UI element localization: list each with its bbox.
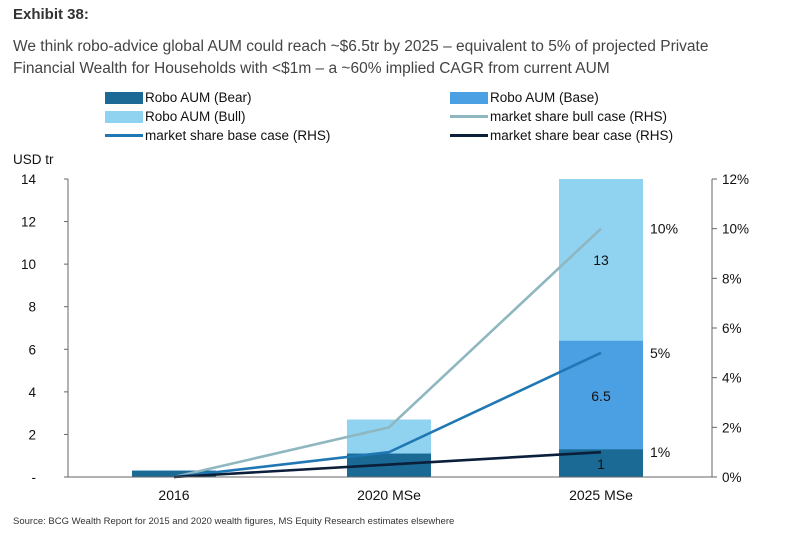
line-bear — [173, 450, 602, 479]
chart-title-line-1: We think robo-advice global AUM could re… — [13, 38, 709, 55]
y-tick-label: - — [32, 470, 37, 485]
line-data-label: 5% — [650, 345, 670, 361]
chart-title-line-2: Financial Wealth for Households with <$1… — [13, 60, 610, 77]
line-data-label: 10% — [650, 221, 678, 237]
legend-label-bear: Robo AUM (Bear) — [145, 90, 252, 105]
y2-tick-label: 4% — [722, 371, 742, 386]
x-tick-label: 2016 — [158, 487, 189, 503]
legend-swatch-base — [450, 91, 488, 104]
legend-label-base: Robo AUM (Base) — [490, 90, 599, 105]
x-tick-label: 2025 MSe — [569, 487, 633, 503]
legend-swatch-bull — [105, 110, 143, 123]
legend-item-line-bull: market share bull case (RHS) — [450, 109, 667, 124]
y-tick-label: 14 — [21, 172, 37, 187]
bar-data-label: 13 — [593, 252, 609, 268]
line-base — [173, 351, 602, 479]
line-data-label: 1% — [650, 444, 670, 460]
y-tick-label: 10 — [21, 257, 36, 272]
y-tick-label: 4 — [28, 385, 36, 400]
source-note: Source: BCG Wealth Report for 2015 and 2… — [13, 516, 455, 527]
legend-label-line-bear: market share bear case (RHS) — [490, 128, 674, 143]
legend-label-line-base: market share base case (RHS) — [145, 128, 331, 143]
line-bull — [173, 227, 602, 479]
legend-label-bull: Robo AUM (Bull) — [145, 109, 246, 124]
legend-line-bear — [450, 134, 488, 137]
legend-item-base: Robo AUM (Base) — [450, 90, 599, 105]
y2-tick-label: 10% — [722, 222, 749, 237]
y2-tick-label: 12% — [722, 172, 749, 187]
y2-tick-label: 8% — [722, 271, 742, 286]
legend-item-bear: Robo AUM (Bear) — [105, 90, 252, 105]
chart-title: We think robo-advice global AUM could re… — [13, 36, 783, 80]
legend-item-line-bear: market share bear case (RHS) — [450, 128, 673, 143]
y-axis-label: USD tr — [13, 152, 54, 167]
bar-bear — [132, 470, 216, 477]
y-tick-label: 2 — [28, 427, 36, 442]
bar-data-label: 1 — [597, 456, 605, 472]
legend-swatch-bear — [105, 91, 143, 104]
legend-item-bull: Robo AUM (Bull) — [105, 109, 246, 124]
legend-line-bull — [450, 115, 488, 118]
bar-data-label: 6.5 — [591, 388, 611, 404]
y-tick-label: 6 — [28, 342, 36, 357]
y2-tick-label: 2% — [722, 420, 742, 435]
exhibit-number: Exhibit 38: — [13, 6, 89, 23]
y2-tick-label: 0% — [722, 470, 742, 485]
legend-label-line-bull: market share bull case (RHS) — [490, 109, 668, 124]
x-tick-label: 2020 MSe — [357, 487, 421, 503]
y-tick-label: 12 — [21, 215, 36, 230]
y2-tick-label: 6% — [722, 321, 742, 336]
legend-item-line-base: market share base case (RHS) — [105, 128, 330, 143]
y-tick-label: 8 — [28, 300, 36, 315]
legend-line-base — [105, 134, 143, 137]
